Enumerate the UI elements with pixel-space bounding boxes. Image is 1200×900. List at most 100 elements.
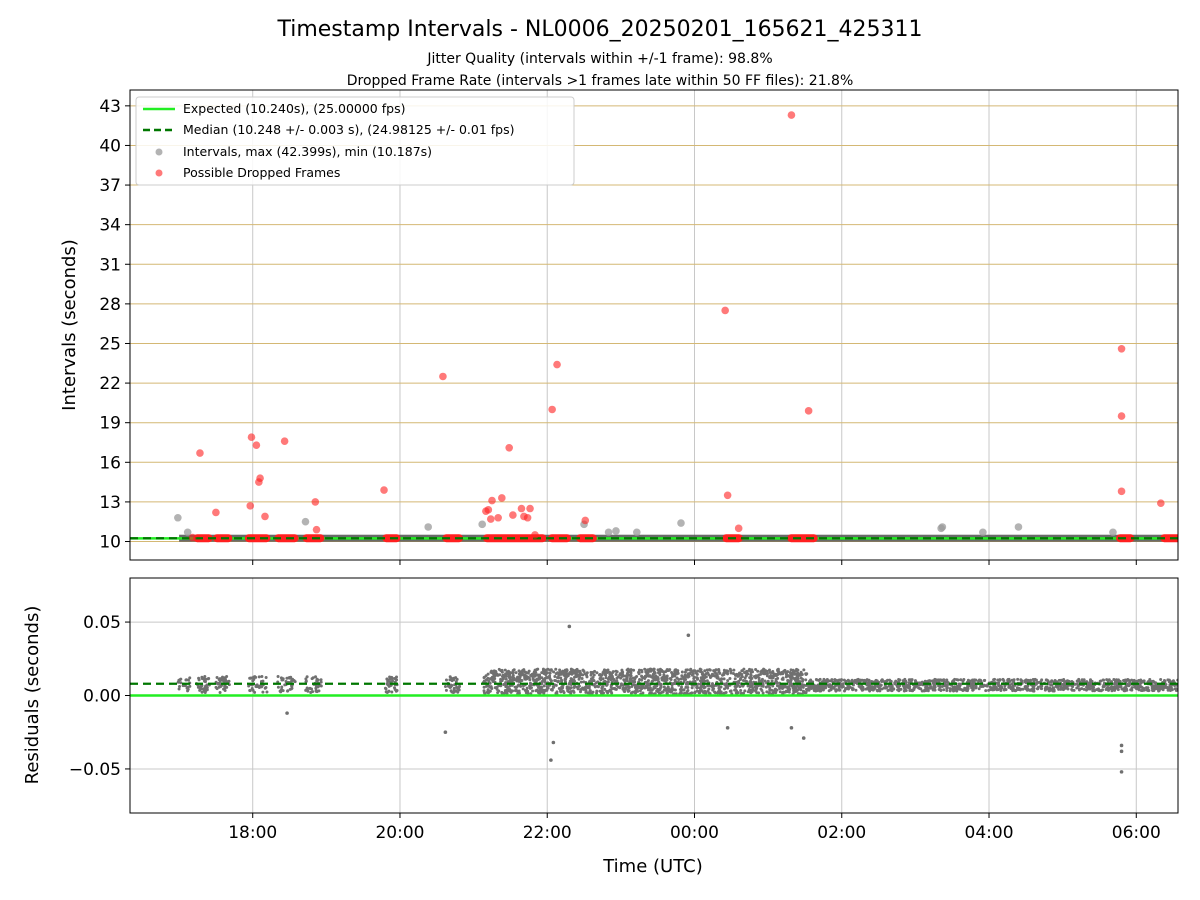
residual-point	[699, 685, 703, 689]
dropped-point	[734, 524, 743, 533]
residual-point	[568, 687, 572, 691]
residual-point	[448, 678, 452, 682]
residual-point	[541, 668, 545, 672]
residual-point	[780, 677, 784, 681]
residual-point	[227, 679, 231, 683]
residual-point	[854, 688, 858, 692]
residual-point	[665, 678, 669, 682]
residual-point	[629, 671, 633, 675]
residual-point	[961, 679, 965, 683]
residual-point	[646, 679, 650, 683]
residual-point	[792, 688, 796, 692]
residual-point	[764, 669, 768, 673]
residual-point	[984, 689, 988, 693]
residual-point	[501, 677, 505, 681]
residual-point	[685, 674, 689, 678]
top-ytick-label: 31	[99, 255, 121, 275]
residual-point	[395, 689, 399, 693]
residual-point	[1088, 683, 1092, 687]
residual-point	[599, 673, 603, 677]
residual-point	[563, 677, 567, 681]
residual-point	[486, 690, 490, 694]
residual-point	[514, 671, 518, 675]
residual-point	[707, 687, 711, 691]
residual-point	[515, 685, 519, 689]
residual-point	[734, 673, 738, 677]
residual-point	[757, 676, 761, 680]
residual-point	[314, 686, 318, 690]
residual-point	[531, 689, 535, 693]
residual-point	[728, 689, 732, 693]
residual-point	[940, 684, 944, 688]
residual-point	[704, 675, 708, 679]
top-ytick-label: 43	[99, 97, 121, 117]
residual-point	[388, 675, 392, 679]
residual-point	[214, 685, 218, 689]
residual-point	[1112, 678, 1116, 682]
dropped-point	[721, 306, 729, 315]
residual-point	[552, 670, 556, 674]
residual-point	[793, 684, 797, 688]
residual-point	[942, 688, 946, 692]
residual-point	[761, 682, 765, 686]
dropped-run	[442, 534, 464, 543]
top-ytick-label: 13	[99, 493, 121, 513]
residual-point	[1017, 686, 1021, 690]
residual-point	[722, 671, 726, 675]
residual-point	[675, 670, 679, 674]
residual-point	[503, 691, 507, 695]
residual-outlier	[789, 726, 794, 730]
residual-point	[571, 671, 575, 675]
residual-point	[1151, 679, 1155, 683]
residual-point	[1021, 687, 1025, 691]
residual-point	[775, 674, 779, 678]
residual-point	[620, 668, 624, 672]
x-tick-label: 06:00	[1112, 823, 1161, 843]
residual-point	[743, 689, 747, 693]
residual-point	[761, 691, 765, 695]
residual-point	[544, 673, 548, 677]
residual-point	[605, 680, 609, 684]
dropped-point	[380, 486, 388, 494]
residual-outlier	[1119, 743, 1124, 748]
interval-point	[612, 527, 620, 535]
residual-point	[591, 676, 595, 680]
residual-point	[690, 686, 694, 690]
residual-point	[933, 688, 937, 692]
residual-point	[1174, 689, 1178, 693]
residual-point	[1123, 678, 1127, 682]
residual-point	[1155, 687, 1159, 691]
residual-point	[517, 669, 521, 673]
residual-point	[1002, 679, 1006, 683]
residual-point	[1084, 688, 1088, 692]
residual-point	[725, 669, 729, 673]
top-y-axis-label: Intervals (seconds)	[59, 239, 80, 411]
residual-point	[945, 689, 949, 693]
residual-point	[223, 679, 227, 683]
residual-point	[716, 676, 720, 680]
residual-point	[840, 683, 844, 687]
residual-point	[984, 684, 988, 688]
residual-point	[500, 691, 504, 695]
residual-point	[872, 687, 876, 691]
residual-point	[643, 686, 647, 690]
dropped-point	[723, 491, 732, 500]
residual-point	[805, 672, 809, 676]
residual-point	[662, 688, 666, 692]
residual-point	[705, 668, 709, 672]
residual-point	[633, 691, 637, 695]
dropped-point	[494, 513, 502, 522]
residual-point	[304, 677, 308, 681]
residual-point	[643, 667, 647, 671]
residual-point	[584, 690, 588, 694]
residual-point	[903, 685, 907, 689]
residual-point	[178, 684, 182, 688]
residual-point	[739, 689, 743, 693]
residual-point	[185, 686, 189, 690]
residual-point	[760, 679, 764, 683]
residual-outlier	[549, 758, 553, 762]
residual-point	[317, 689, 321, 693]
residual-point	[637, 672, 641, 676]
residual-point	[215, 675, 219, 679]
residual-point	[700, 670, 704, 674]
